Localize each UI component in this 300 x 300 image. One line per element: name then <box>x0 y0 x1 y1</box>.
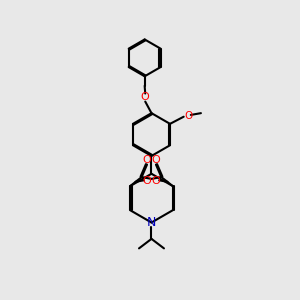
Text: O: O <box>184 110 193 121</box>
Text: O: O <box>142 155 152 165</box>
Text: O: O <box>141 92 150 102</box>
Text: O: O <box>152 155 160 165</box>
Text: N: N <box>147 216 156 229</box>
Text: O: O <box>152 176 160 186</box>
Text: O: O <box>143 176 152 186</box>
